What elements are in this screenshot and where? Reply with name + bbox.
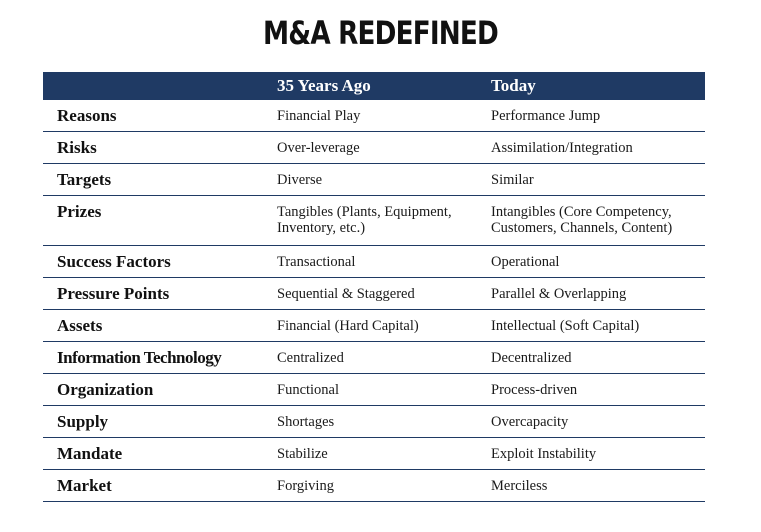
past-value: Transactional [277,254,356,270]
today-value: Parallel & Overlapping [491,286,627,302]
table-row: Assets Financial (Hard Capital) Intellec… [43,310,705,342]
today-value: Operational [491,254,560,270]
row-label: Targets [57,170,112,189]
past-value: Shortages [277,414,335,430]
today-value: Decentralized [491,350,572,366]
row-label: Organization [57,380,154,399]
past-value: Centralized [277,350,344,366]
past-value: Tangibles (Plants, Equipment, Inventory,… [277,204,452,236]
row-label: Risks [57,138,97,157]
row-label: Information Technology [57,348,222,367]
column-header-today: Today [491,76,536,95]
page-title: M&A REDEFINED [263,14,499,52]
row-label: Supply [57,412,109,431]
table-row: Supply Shortages Overcapacity [43,406,705,438]
table-row: Organization Functional Process-driven [43,374,705,406]
row-label: Reasons [57,106,117,125]
table-row: Prizes Tangibles (Plants, Equipment, Inv… [43,196,705,246]
today-value: Overcapacity [491,414,569,430]
row-label: Market [57,476,112,495]
today-value: Exploit Instability [491,446,597,462]
row-label: Assets [57,316,103,335]
today-value: Intangibles (Core Competency, Customers,… [491,204,673,236]
row-label: Prizes [57,202,102,221]
today-value: Intellectual (Soft Capital) [491,318,640,334]
past-value: Over-leverage [277,140,360,156]
today-value: Similar [491,172,534,188]
past-value: Sequential & Staggered [277,286,415,302]
past-value: Stabilize [277,446,328,462]
today-value: Performance Jump [491,108,601,124]
comparison-table: 35 Years Ago Today Reasons Financial Pla… [43,72,705,502]
past-value: Diverse [277,172,323,188]
row-label: Pressure Points [57,284,170,303]
today-value: Assimilation/Integration [491,140,633,156]
row-label: Success Factors [57,252,171,271]
past-value: Financial (Hard Capital) [277,318,419,334]
past-value: Forgiving [277,478,334,494]
table-row: Reasons Financial Play Performance Jump [43,100,705,132]
table-row: Market Forgiving Merciless [43,470,705,502]
table-row: Success Factors Transactional Operationa… [43,246,705,278]
table-row: Pressure Points Sequential & Staggered P… [43,278,705,310]
table-header-row: 35 Years Ago Today [43,72,705,100]
table-row: Risks Over-leverage Assimilation/Integra… [43,132,705,164]
today-value: Process-driven [491,382,578,398]
column-header-past: 35 Years Ago [277,76,371,95]
table-row: Mandate Stabilize Exploit Instability [43,438,705,470]
table-row: Targets Diverse Similar [43,164,705,196]
today-value: Merciless [491,478,548,494]
past-value: Financial Play [277,108,361,124]
past-value: Functional [277,382,340,398]
table-row: Information Technology Centralized Decen… [43,342,705,374]
row-label: Mandate [57,444,123,463]
